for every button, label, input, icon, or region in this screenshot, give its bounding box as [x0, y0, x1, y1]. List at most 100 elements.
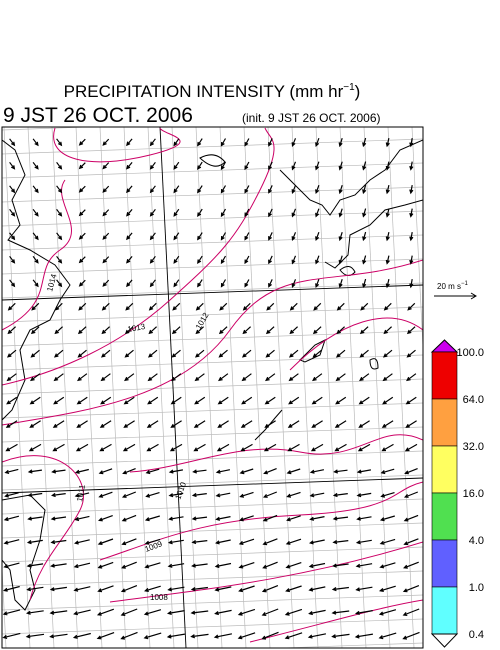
wind-arrow [50, 539, 67, 545]
wind-arrow [244, 255, 250, 265]
wind-arrow [126, 256, 133, 264]
wind-arrow [334, 420, 347, 428]
graticule-line [219, 127, 247, 648]
wind-arrow [32, 161, 39, 170]
wind-arrow [76, 396, 88, 405]
wind-arrow [331, 610, 350, 615]
colorbar-segment [431, 586, 458, 635]
wind-arrow [219, 302, 228, 311]
wind-arrow [289, 302, 298, 311]
wind-arrow [52, 420, 65, 428]
wind-arrow [144, 562, 161, 569]
graticule-line [2, 306, 423, 323]
wind-arrow [124, 373, 135, 382]
wind-arrow [261, 631, 279, 640]
wind-arrow [102, 162, 110, 170]
wind-arrow [309, 469, 325, 474]
wind-arrow [242, 302, 251, 311]
island [369, 358, 379, 370]
wind-arrow [96, 608, 115, 616]
wind-arrow [102, 138, 110, 146]
colorbar-label: 100.0 [456, 347, 484, 359]
valid-time: 9 JST 26 OCT. 2006 [3, 104, 193, 127]
wind-arrow [173, 185, 180, 194]
wind-arrow [362, 137, 367, 148]
wind-arrow [308, 562, 326, 569]
wind-arrow [194, 396, 206, 405]
wind-arrow [217, 420, 229, 428]
wind-arrow [338, 232, 343, 242]
wind-arrow [123, 396, 135, 405]
wind-arrow [32, 208, 39, 217]
isobar-label: 1008 [150, 593, 168, 602]
init-time: (init. 9 JST 26 OCT. 2006) [242, 111, 381, 125]
wind-arrow [149, 185, 156, 194]
isobar [53, 127, 181, 163]
colorbar-segment [431, 492, 458, 541]
wind-arrow [32, 232, 39, 241]
wind-arrow [3, 515, 20, 522]
wind-arrow [102, 256, 110, 264]
wind-arrow [240, 420, 253, 428]
wind-arrow [285, 538, 302, 545]
wind-arrow [409, 208, 414, 218]
wind-arrow [7, 326, 17, 335]
graticule-line [171, 127, 199, 648]
wind-arrow [173, 138, 180, 147]
wind-arrow [268, 208, 273, 218]
wind-arrow [383, 302, 392, 311]
wind-arrow [9, 208, 16, 217]
wind-arrow [338, 208, 343, 218]
wind-arrow [120, 585, 138, 593]
wind-arrow [49, 610, 68, 615]
colorbar-label: 16.0 [463, 488, 484, 500]
wind-arrow [409, 231, 414, 242]
wind-arrow [29, 396, 41, 405]
graticule-line [387, 127, 415, 648]
wind-arrow [4, 492, 19, 498]
colorbar-cap [430, 339, 459, 353]
wind-arrow [381, 443, 394, 452]
wind-arrow [120, 608, 138, 616]
wind-arrow [147, 373, 158, 382]
wind-arrow [241, 373, 252, 382]
wind-arrow [309, 492, 325, 498]
isobar-label: 1010 [173, 480, 188, 500]
wind-arrow [407, 302, 416, 311]
wind-arrow [78, 232, 86, 240]
graticule-line [2, 258, 423, 275]
wind-arrow [332, 516, 349, 521]
wind-arrow [149, 279, 156, 288]
wind-arrow [77, 326, 87, 335]
coastline [324, 199, 423, 269]
wind-arrow [49, 586, 67, 592]
wind-arrow [220, 279, 227, 288]
isobar [129, 434, 423, 473]
wind-arrow [403, 514, 419, 522]
wind-arrow [215, 539, 231, 545]
graticule-line [195, 127, 223, 648]
graticule-line [2, 570, 423, 587]
wind-arrow [402, 585, 420, 593]
wind-arrow [331, 633, 350, 639]
graticule-line [339, 127, 367, 648]
wind-arrow [101, 326, 111, 335]
wind-arrow [266, 302, 275, 311]
wind-arrow [191, 516, 208, 521]
wind-arrow [403, 491, 419, 498]
coastline [279, 139, 423, 216]
colorbar-label: 32.0 [463, 441, 484, 453]
wind-arrow [355, 539, 372, 545]
wind-arrow [385, 255, 390, 265]
wind-arrow [7, 302, 16, 311]
wind-arrow [238, 562, 255, 569]
wind-arrow [166, 610, 185, 615]
wind-arrow [356, 492, 372, 498]
wind-arrow [285, 585, 302, 593]
wind-arrow [354, 610, 373, 615]
isobar [2, 179, 72, 331]
wind-arrow [239, 491, 254, 498]
wind-arrow [220, 255, 227, 265]
wind-arrow [148, 302, 157, 311]
wind-arrow [31, 302, 40, 311]
